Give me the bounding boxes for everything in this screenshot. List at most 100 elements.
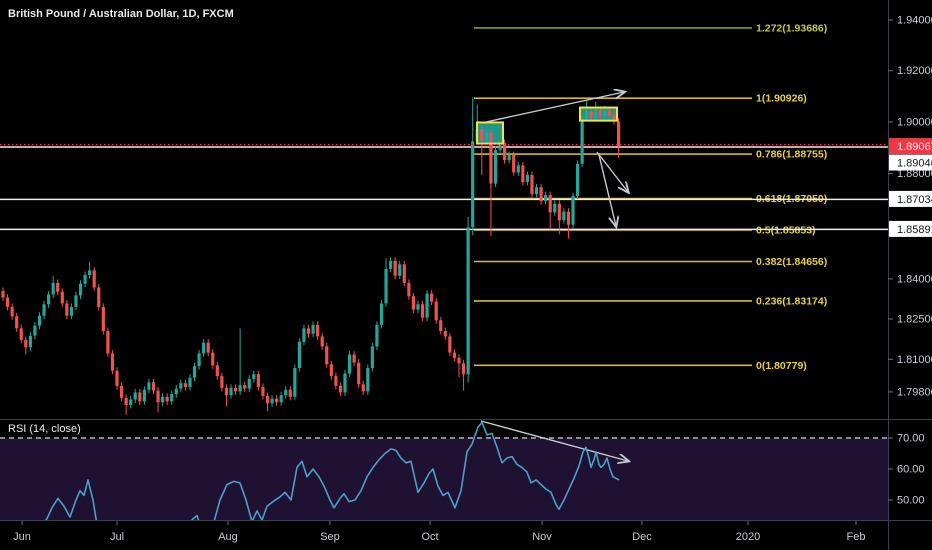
candle-body <box>170 394 174 402</box>
candle-body <box>33 325 37 336</box>
candle-body <box>293 368 297 397</box>
candle-body <box>215 365 219 377</box>
price-tick-label: 1.90000 <box>897 116 932 128</box>
zone-border[interactable] <box>476 121 504 145</box>
candle-body <box>15 316 19 329</box>
time-tick-label: Jul <box>110 531 124 543</box>
candle-body <box>42 304 46 316</box>
line-price-badge-text: 1.85891 <box>897 224 932 236</box>
candle-body <box>498 143 502 150</box>
candle-body <box>375 324 379 347</box>
candle-body <box>457 357 461 364</box>
candle-body <box>124 397 128 405</box>
candle-body <box>247 378 251 389</box>
trend-arrow[interactable] <box>480 420 628 461</box>
candle-body <box>471 141 475 228</box>
candle-body <box>484 132 488 141</box>
candle-body <box>594 109 598 118</box>
trend-arrow-drawings[interactable] <box>480 92 628 461</box>
candle-body <box>430 293 434 302</box>
candle-body <box>402 264 406 283</box>
candle-body <box>557 203 561 221</box>
candle-body <box>571 195 575 225</box>
candle-body <box>589 111 593 118</box>
candle-body <box>233 387 238 392</box>
candle-body <box>179 383 183 389</box>
price-tick-label: 1.82500 <box>897 313 932 325</box>
fib-level-label: 1(1.90926) <box>756 93 807 105</box>
candle-body <box>183 383 187 387</box>
zone-border[interactable] <box>579 106 618 122</box>
horizontal-line-drawings[interactable] <box>0 146 888 231</box>
candle-body <box>448 336 452 353</box>
time-tick-label: Dec <box>632 531 652 543</box>
rsi-line <box>43 421 620 521</box>
trend-arrow[interactable] <box>598 154 616 226</box>
candle-body <box>389 260 393 269</box>
candle-body <box>243 385 247 389</box>
candle-body <box>544 195 548 202</box>
candle-body <box>142 389 146 402</box>
trend-arrow[interactable] <box>596 151 628 192</box>
candle-body <box>192 366 197 378</box>
zone-fill[interactable] <box>580 107 617 121</box>
line-price-badge: 1.85891 <box>889 220 932 237</box>
line-price-badge-text: 1.89046 <box>897 158 932 170</box>
candle-body <box>420 304 425 318</box>
candle-body <box>379 303 384 325</box>
candle-body <box>115 370 119 386</box>
candle-body <box>607 110 612 116</box>
price-tick-label: 1.94000 <box>897 15 932 27</box>
candle-body <box>507 155 511 161</box>
last-price-badge: 1.89067 <box>889 138 932 155</box>
candle-body <box>28 335 32 348</box>
line-price-badge-text: 1.87034 <box>897 194 932 206</box>
candle-body <box>88 270 92 275</box>
price-tick-label: 1.84000 <box>897 273 932 285</box>
price-tick-label: 1.79800 <box>897 386 932 398</box>
candle-body <box>224 387 229 396</box>
candle-body <box>553 203 557 213</box>
fib-level-label: 0.5(1.85853) <box>756 224 816 236</box>
candle-body <box>617 121 621 147</box>
candle-body <box>503 143 507 161</box>
candle-body <box>78 283 83 296</box>
last-price-badge-bg <box>889 138 932 155</box>
candle-body <box>562 211 566 221</box>
candle-body <box>92 270 96 288</box>
candle-body <box>320 336 324 347</box>
rsi-band <box>0 438 888 520</box>
candle-body <box>297 341 301 369</box>
last-price-badge-text: 1.89067 <box>897 141 932 153</box>
candlestick-series[interactable] <box>1 97 621 416</box>
price-tick-label: 1.92000 <box>897 65 932 77</box>
trend-arrow[interactable] <box>485 92 624 123</box>
candle-body <box>530 175 534 195</box>
fib-retracement-tool[interactable]: 1.272(1.93686) 1(1.90926) 0.786(1.88755) 0.… <box>474 22 827 372</box>
fib-level-label: 0(1.80779) <box>756 360 807 372</box>
candle-body <box>534 187 539 195</box>
candle-body <box>493 149 498 184</box>
time-tick-label: Nov <box>532 531 552 543</box>
rsi-scale[interactable]: 70.00 60.00 50.00 <box>888 433 925 507</box>
candle-body <box>316 324 320 337</box>
fib-level-label: 0.382(1.84656) <box>756 256 827 268</box>
candle-body <box>147 382 151 390</box>
candle-body <box>580 118 584 164</box>
candle-body <box>65 303 69 316</box>
candle-body <box>10 306 14 317</box>
candle-body <box>101 306 105 332</box>
time-tick-label: 2020 <box>736 531 760 543</box>
candle-body <box>37 315 42 326</box>
candle-body <box>598 109 602 117</box>
time-scale[interactable]: Jun Jul Aug Sep Oct Nov Dec 2020 Feb <box>13 521 865 543</box>
price-scale[interactable]: 1.94000 1.92000 1.90000 1.88000 1.84000 1.825… <box>888 15 932 399</box>
candle-body <box>416 304 420 310</box>
line-price-badge: 1.89046 <box>889 154 932 171</box>
candle-body <box>188 377 192 387</box>
candle-body <box>275 398 279 403</box>
rsi-indicator-label: RSI (14, close) <box>8 423 81 435</box>
candle-body <box>138 392 142 402</box>
line-price-badge-bg <box>889 220 932 237</box>
